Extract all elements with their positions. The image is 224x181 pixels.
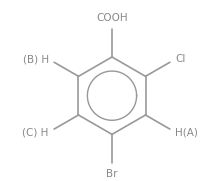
Text: COOH: COOH bbox=[96, 13, 128, 23]
Text: H(A): H(A) bbox=[175, 127, 198, 137]
Text: Cl: Cl bbox=[175, 54, 186, 64]
Text: Br: Br bbox=[106, 169, 118, 179]
Text: (C) H: (C) H bbox=[22, 127, 49, 137]
Text: (B) H: (B) H bbox=[23, 54, 49, 64]
